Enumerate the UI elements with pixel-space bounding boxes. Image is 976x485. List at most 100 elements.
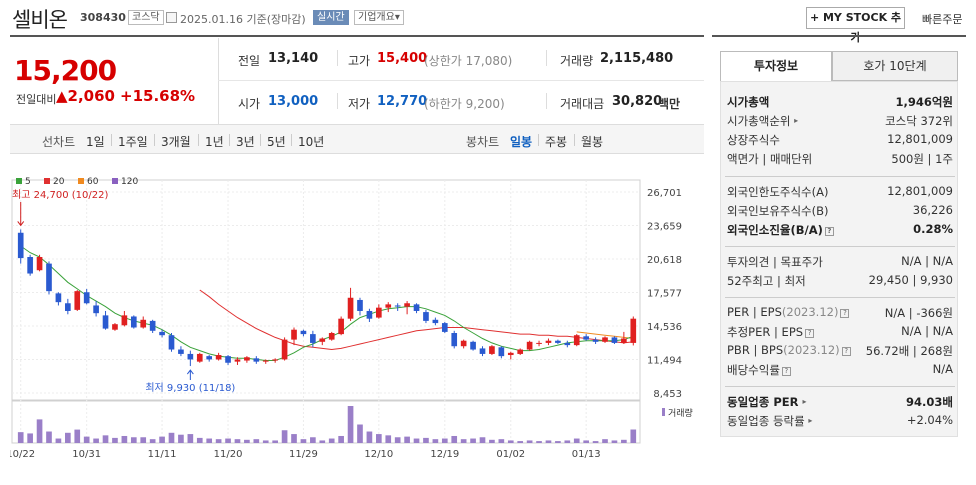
volume-bar [244,439,250,443]
candle-body [168,335,175,350]
help-icon[interactable]: ? [781,367,791,376]
w52-low-label: 최저 [784,274,806,288]
y-tick-label: 26,701 [647,188,682,199]
dividend-label: 배당수익률? [727,362,791,378]
x-tick-label: 11/29 [289,449,318,460]
add-mystock-button[interactable]: + MY STOCK 추가 [806,7,905,44]
help-icon[interactable]: ? [840,309,850,318]
candle-body [291,329,297,340]
candle-body [376,307,382,318]
volume-bar [526,440,533,443]
candle-body [545,340,552,343]
volume-bar [357,424,363,443]
volume-bar [555,441,561,443]
volume-bar [234,439,241,443]
candle-monthly[interactable]: 월봉 [581,135,604,149]
period-1w[interactable]: 1주일 [118,135,148,149]
realtime-button[interactable]: 실시간 [313,10,349,25]
divider [725,386,955,387]
chevron-right-icon: ▸ [802,397,807,406]
candle-body [74,291,81,310]
volume-bar [102,435,109,443]
period-1y[interactable]: 1년 [205,135,224,149]
w52-value: 29,450 | 9,930 [868,273,953,287]
tab-investment-info[interactable]: 투자정보 [720,51,832,81]
candle-body [27,256,33,274]
divider [725,246,955,247]
est-eps-value: N/A [932,324,953,338]
candle-body [451,333,458,347]
volume-plot-frame [11,399,641,444]
divider [229,134,230,146]
stock-code: 308430 [80,11,126,24]
period-10y[interactable]: 10년 [298,135,325,149]
prev-close-value: 13,140 [268,51,319,66]
volume-bar [592,441,599,443]
x-tick-label: 12/10 [364,449,393,460]
candle-body [196,353,203,362]
industry-per-label: 동일업종 PER ▸ [727,394,807,410]
current-price: 15,200 [14,54,117,87]
help-icon[interactable]: ? [805,329,815,338]
candle-body [272,359,278,361]
candle-body [536,342,542,344]
volume-bar [583,440,589,443]
candle-body [555,340,561,343]
y-tick-label: 8,453 [653,389,682,400]
foreign-ratio-text: 외국인소진율(B/A) [727,223,823,237]
period-1d[interactable]: 1일 [86,135,105,149]
period-3y[interactable]: 3년 [236,135,255,149]
quick-order-link[interactable]: 빠른주문 [922,13,963,26]
candle-body [338,318,344,335]
price-chart[interactable]: 26,701 23,659 20,618 17,577 14,536 11,494 8,45… [10,160,704,460]
volume-bar [300,439,307,443]
dividend-text: 배당수익률 [727,363,780,377]
volume-bar [83,436,90,443]
volume-bar [55,438,62,443]
per-eps-label: PER | EPS(2023.12)? [727,305,850,319]
low-arrow [186,369,194,381]
market-cap-value: 1,946억원 [895,95,953,109]
volume-bar [46,431,52,443]
low-value: 12,770 [377,94,428,109]
help-icon[interactable]: ? [824,227,834,236]
volume-bar [376,434,382,443]
candle-body [178,349,184,354]
industry-change-label: 동일업종 등락률 ▸ [727,413,812,429]
candle-body [432,319,439,324]
volume-bar [460,439,467,443]
candle-chart-label: 봉차트 [466,135,500,149]
help-icon[interactable]: ? [841,347,851,356]
company-overview-dropdown[interactable]: 기업개요▾ [354,10,404,25]
market-cap-rank-label: 시가총액순위 ▸ [727,113,798,129]
trade-unit-label: 매매단위 [769,152,813,166]
market-cap-label: 시가총액 [727,95,770,109]
period-5y[interactable]: 5년 [267,135,286,149]
candle-daily[interactable]: 일봉 [510,135,533,149]
volume-bar [630,429,637,443]
divider [291,134,292,146]
tab-orderbook[interactable]: 호가 10단계 [832,51,958,81]
per-label: PER [727,305,750,319]
volume-bar [65,432,71,443]
open-value: 13,000 [268,94,319,109]
period-3m[interactable]: 3개월 [161,135,191,149]
volume-bar [281,430,288,443]
candle-body [583,336,589,340]
legend-swatch [44,178,50,184]
volume-bar [489,439,495,443]
opinion-target-label: 투자의견 | 목표주가 [727,255,823,269]
volume-bar [432,439,439,443]
candle-body [470,341,476,350]
volume-bar [112,437,118,443]
candle-weekly[interactable]: 주봉 [545,135,568,149]
volume-bar [178,434,184,443]
change-value: ▲2,060 [56,87,115,105]
x-tick-label: 12/19 [430,449,459,460]
upper-limit: (상한가 17,080) [424,54,513,68]
candle-body [357,299,363,311]
industry-change-text: 동일업종 등락률 [727,414,805,428]
candle-body [102,315,109,329]
candle-body [621,338,627,343]
candle-body [602,337,608,342]
